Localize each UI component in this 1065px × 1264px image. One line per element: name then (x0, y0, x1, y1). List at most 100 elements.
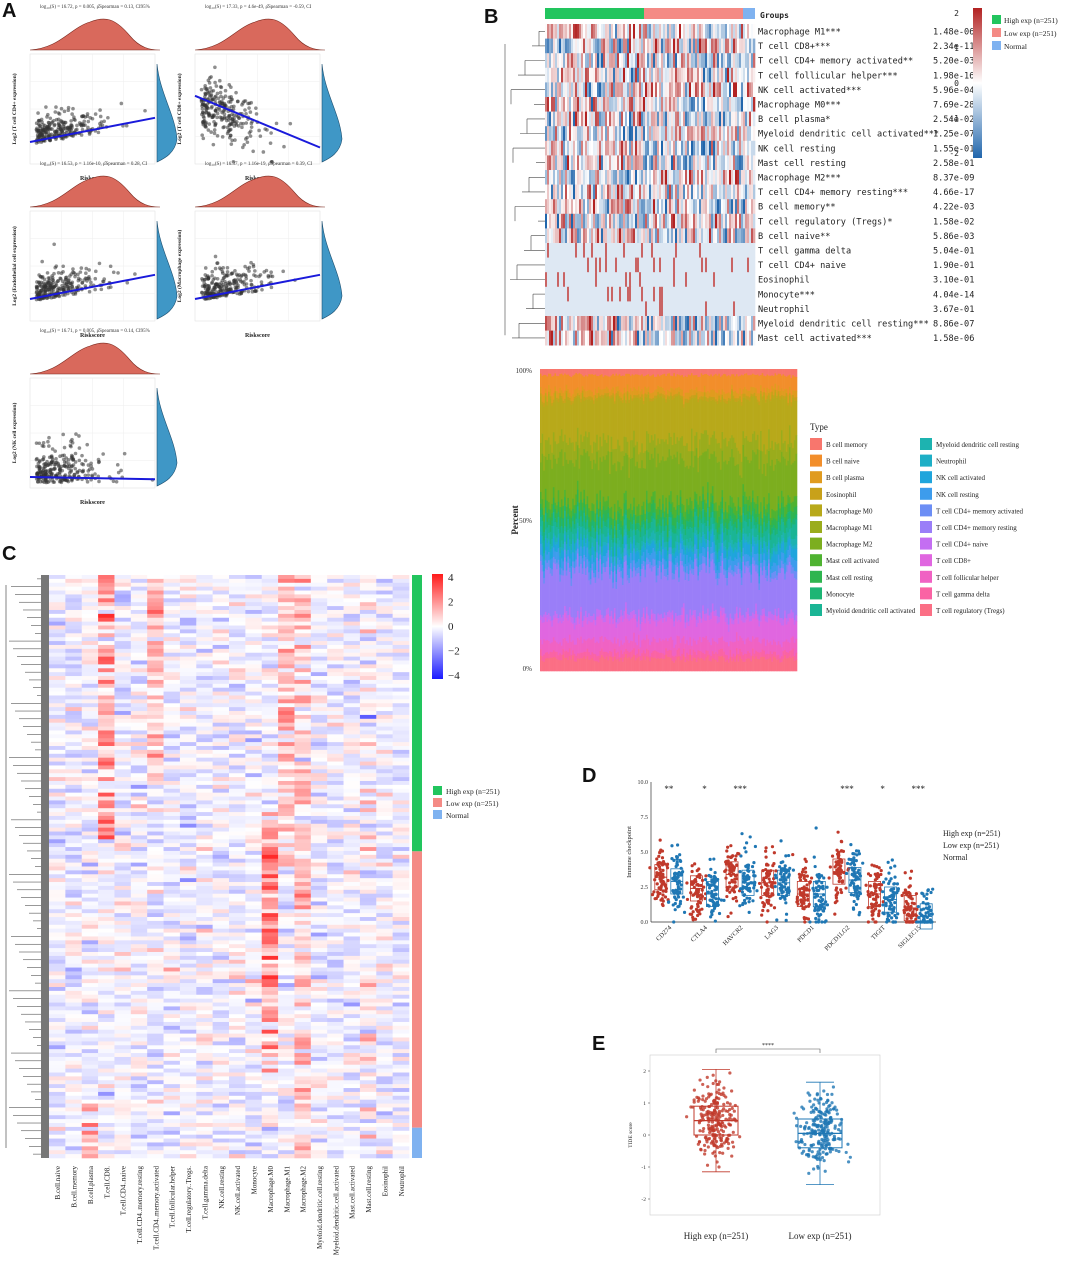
heatmap-cell (725, 170, 728, 185)
heatmap-cell (617, 199, 620, 215)
heatmap-cell (739, 67, 742, 83)
heatmap-cell (577, 228, 580, 244)
heatmap-cell (575, 228, 578, 244)
row-label: Mast cell resting (758, 159, 846, 169)
heatmap-cell (673, 213, 676, 229)
stack-segment (620, 640, 623, 651)
heatmap-cell (635, 184, 638, 200)
heatmap-cell (565, 184, 568, 200)
heatmap-cell (549, 82, 552, 98)
heatmap-cell (675, 38, 678, 54)
heatmap-cell (613, 184, 616, 200)
stack-segment (549, 559, 552, 569)
heatmap-cell (593, 38, 596, 54)
heatmap-cell (695, 170, 698, 185)
heatmap-cell (737, 97, 740, 112)
heatmap-cell (733, 97, 736, 112)
heatmap-cell (737, 301, 740, 317)
heatmap-cell (583, 140, 586, 156)
heatmap-cell (703, 67, 706, 83)
data-point (54, 264, 59, 268)
heatmap-cell (659, 243, 662, 258)
stack-segment (568, 375, 571, 394)
heatmap-cell (653, 330, 656, 346)
stack-segment (580, 369, 583, 375)
data-point (89, 461, 93, 466)
heatmap-cell (663, 228, 666, 244)
stack-segment (623, 548, 626, 557)
stack-segment (540, 393, 542, 397)
heatmap-cell (703, 184, 706, 200)
stack-segment (544, 560, 547, 569)
heatmap-cell (623, 97, 626, 112)
heatmap-cell (697, 257, 700, 273)
stack-segment (604, 510, 607, 523)
heatmap-cell (559, 330, 562, 346)
data-point (244, 282, 249, 286)
heatmap-cell (613, 24, 616, 39)
heatmap-cell (627, 53, 630, 69)
heatmap-cell (583, 228, 586, 244)
heatmap-cell (741, 53, 744, 69)
heatmap-cell (745, 53, 748, 69)
heatmap-cell (605, 53, 608, 69)
heatmap-cell (577, 184, 580, 200)
heatmap-cell (729, 38, 732, 54)
stack-segment (594, 642, 597, 655)
stack-segment (540, 615, 542, 621)
heatmap-cell (609, 213, 612, 229)
heatmap-cell (577, 170, 580, 185)
stack-segment (599, 554, 602, 560)
heatmap-cell (553, 82, 556, 98)
stack-segment (548, 560, 550, 568)
heatmap-cell (663, 140, 666, 156)
data-point (73, 451, 78, 456)
heatmap-cell (751, 53, 754, 69)
heatmap-cell (709, 286, 712, 302)
row-pvalue: 4.04e-14 (933, 290, 974, 300)
heatmap-cell (561, 67, 564, 83)
heatmap-cell (751, 38, 754, 54)
heatmap-cell (569, 243, 572, 258)
stack-segment (612, 564, 615, 573)
heatmap-cell (619, 184, 622, 200)
heatmap-cell (671, 82, 674, 98)
stack-segment (607, 528, 610, 534)
stack-segment (578, 544, 581, 548)
heatmap-cell (721, 330, 724, 346)
heatmap-cell (707, 301, 710, 317)
heatmap-cell (677, 155, 680, 171)
heatmap-cell (733, 257, 736, 273)
heatmap-cell (719, 272, 722, 288)
heatmap-cell (697, 213, 700, 229)
stack-segment (617, 439, 620, 462)
data-point (232, 280, 237, 284)
heatmap-cell (605, 243, 608, 258)
heatmap-cell (553, 111, 556, 127)
heatmap-cell (627, 199, 630, 215)
data-point (37, 459, 42, 464)
heatmap-cell (603, 301, 606, 317)
stack-segment (607, 393, 610, 397)
heatmap-cell (647, 257, 650, 273)
stack-segment (557, 443, 560, 459)
legend-swatch (992, 15, 1001, 24)
heatmap-cell (605, 213, 608, 229)
stack-segment (623, 393, 626, 397)
stack-segment (609, 527, 611, 536)
heatmap-cell (663, 82, 666, 98)
stack-segment (617, 519, 620, 525)
heatmap-cell (705, 97, 708, 112)
stack-segment (586, 639, 589, 650)
heatmap-cell (711, 111, 714, 127)
stack-segment (583, 651, 586, 657)
heatmap-cell (697, 97, 700, 112)
stack-segment (605, 369, 608, 376)
stack-segment (543, 402, 546, 408)
heatmap-cell (617, 53, 620, 69)
heatmap-cell (629, 111, 632, 127)
heatmap-cell (561, 286, 564, 302)
heatmap-cell (739, 111, 742, 127)
stack-segment (602, 541, 605, 547)
stack-segment (556, 618, 558, 643)
